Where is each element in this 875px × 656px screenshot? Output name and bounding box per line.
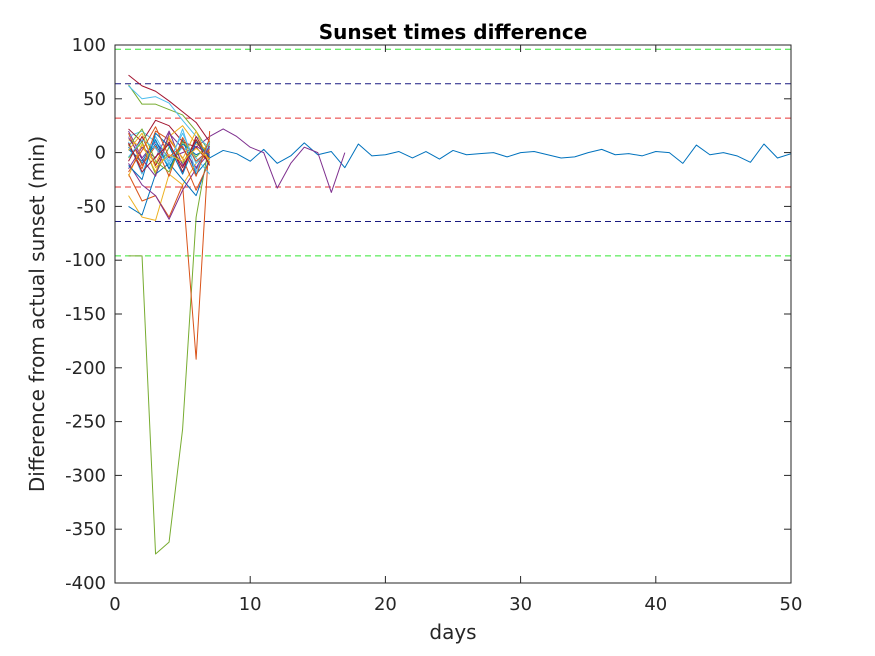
- y-tick-label: 100: [72, 35, 106, 56]
- series-line-6: [128, 131, 211, 360]
- y-tick-label: -200: [65, 358, 106, 379]
- series-line-5: [128, 141, 211, 555]
- chart-title: Sunset times difference: [319, 20, 588, 44]
- y-tick-label: -100: [65, 250, 106, 271]
- y-tick-label: -350: [65, 519, 106, 540]
- y-tick-label: -150: [65, 304, 106, 325]
- series-line-16: [128, 130, 210, 170]
- series-group: [128, 74, 791, 555]
- series-line-18: [128, 135, 211, 173]
- series-line-0: [128, 139, 791, 175]
- series-line-20: [128, 130, 211, 177]
- series-line-22: [128, 132, 211, 180]
- y-axis-label: Difference from actual sunset (min): [25, 136, 49, 492]
- plot-area: [115, 45, 791, 583]
- x-tick-label: 10: [239, 594, 262, 615]
- y-tick-label: -300: [65, 465, 106, 486]
- x-tick-label: 50: [780, 594, 803, 615]
- reference-lines: [115, 48, 791, 257]
- series-line-27: [128, 132, 210, 169]
- y-tick-label: 50: [83, 89, 106, 110]
- series-line-17: [128, 132, 211, 175]
- y-tick-label: -50: [77, 196, 106, 217]
- series-line-25: [128, 139, 211, 173]
- x-axis-label: days: [429, 620, 476, 644]
- ticks-group: 0 10 20 30 40 50 100 50 0 -50 -100 -150 -200 -250 -300…: [65, 35, 802, 615]
- series-line-24: [128, 128, 211, 173]
- x-tick-label: 40: [644, 594, 667, 615]
- series-line-2: [128, 74, 211, 143]
- y-tick-label: -400: [65, 573, 106, 594]
- x-tick-label: 20: [374, 594, 397, 615]
- series-line-23: [128, 132, 211, 177]
- y-tick-label: 0: [95, 143, 106, 164]
- series-line-9: [128, 152, 211, 220]
- series-line-19: [128, 133, 210, 177]
- series-line-15: [128, 139, 210, 170]
- x-tick-label: 30: [509, 594, 532, 615]
- series-line-10: [128, 130, 211, 175]
- x-tick-label: 0: [109, 594, 120, 615]
- series-line-26: [128, 126, 211, 177]
- y-tick-label: -250: [65, 412, 106, 433]
- series-line-21: [128, 128, 210, 173]
- series-line-12: [128, 130, 211, 191]
